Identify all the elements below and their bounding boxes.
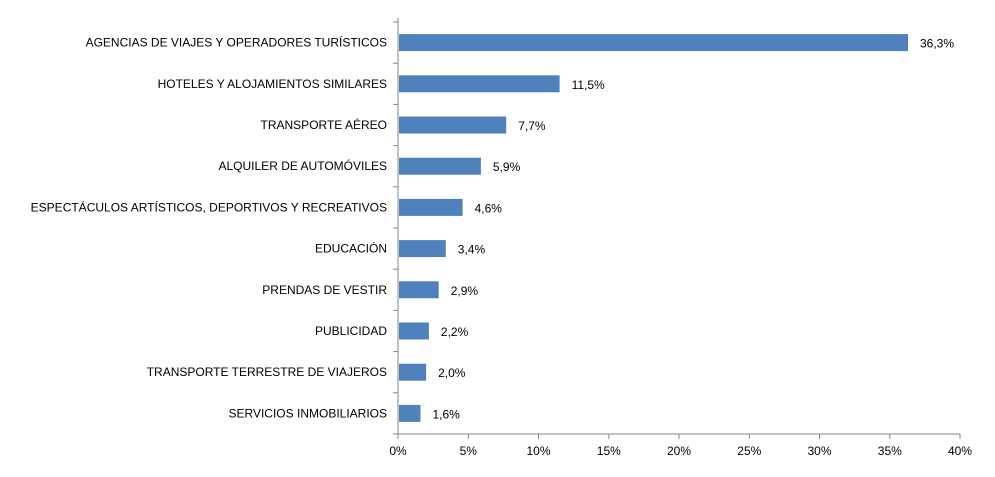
- data-label: 11,5%: [572, 78, 605, 92]
- category-label: ESPECTÁCULOS ARTÍSTICOS, DEPORTIVOS Y RE…: [31, 199, 387, 214]
- data-label: 1,6%: [433, 407, 461, 421]
- x-tick-label: 35%: [878, 444, 902, 458]
- category-label: PUBLICIDAD: [315, 324, 387, 338]
- category-label: HOTELES Y ALOJAMIENTOS SIMILARES: [158, 77, 387, 91]
- bar: [399, 240, 446, 258]
- x-tick-label: 40%: [948, 444, 972, 458]
- data-label: 36,3%: [920, 37, 954, 51]
- data-label: 5,9%: [493, 160, 521, 174]
- data-label: 2,9%: [451, 284, 479, 298]
- data-label: 2,2%: [441, 325, 469, 339]
- x-tick-label: 0%: [389, 444, 407, 458]
- data-label: 3,4%: [458, 243, 486, 257]
- data-label: 4,6%: [475, 201, 503, 215]
- x-tick-label: 20%: [667, 444, 691, 458]
- category-label: PRENDAS DE VESTIR: [262, 283, 387, 297]
- bar: [399, 363, 427, 381]
- bar: [399, 157, 481, 175]
- data-label: 2,0%: [438, 366, 466, 380]
- category-label: ALQUILER DE AUTOMÓVILES: [219, 158, 388, 173]
- category-label: AGENCIAS DE VIAJES Y OPERADORES TURÍSTIC…: [86, 35, 387, 50]
- x-tick-label: 25%: [737, 444, 761, 458]
- bar: [399, 281, 439, 299]
- bar: [399, 75, 560, 93]
- category-label: TRANSPORTE AÉREO: [261, 117, 387, 132]
- x-tick-label: 30%: [807, 444, 831, 458]
- bar: [399, 34, 908, 52]
- x-tick-label: 15%: [597, 444, 621, 458]
- category-label: TRANSPORTE TERRESTRE DE VIAJEROS: [147, 365, 387, 379]
- category-label: EDUCACIÓN: [315, 241, 387, 256]
- x-tick-label: 10%: [526, 444, 550, 458]
- bar: [399, 116, 507, 134]
- category-label: SERVICIOS INMOBILIARIOS: [229, 406, 387, 420]
- x-tick-label: 5%: [460, 444, 478, 458]
- bar: [399, 404, 421, 422]
- data-label: 7,7%: [518, 119, 546, 133]
- bar: [399, 198, 463, 216]
- bar: [399, 322, 429, 340]
